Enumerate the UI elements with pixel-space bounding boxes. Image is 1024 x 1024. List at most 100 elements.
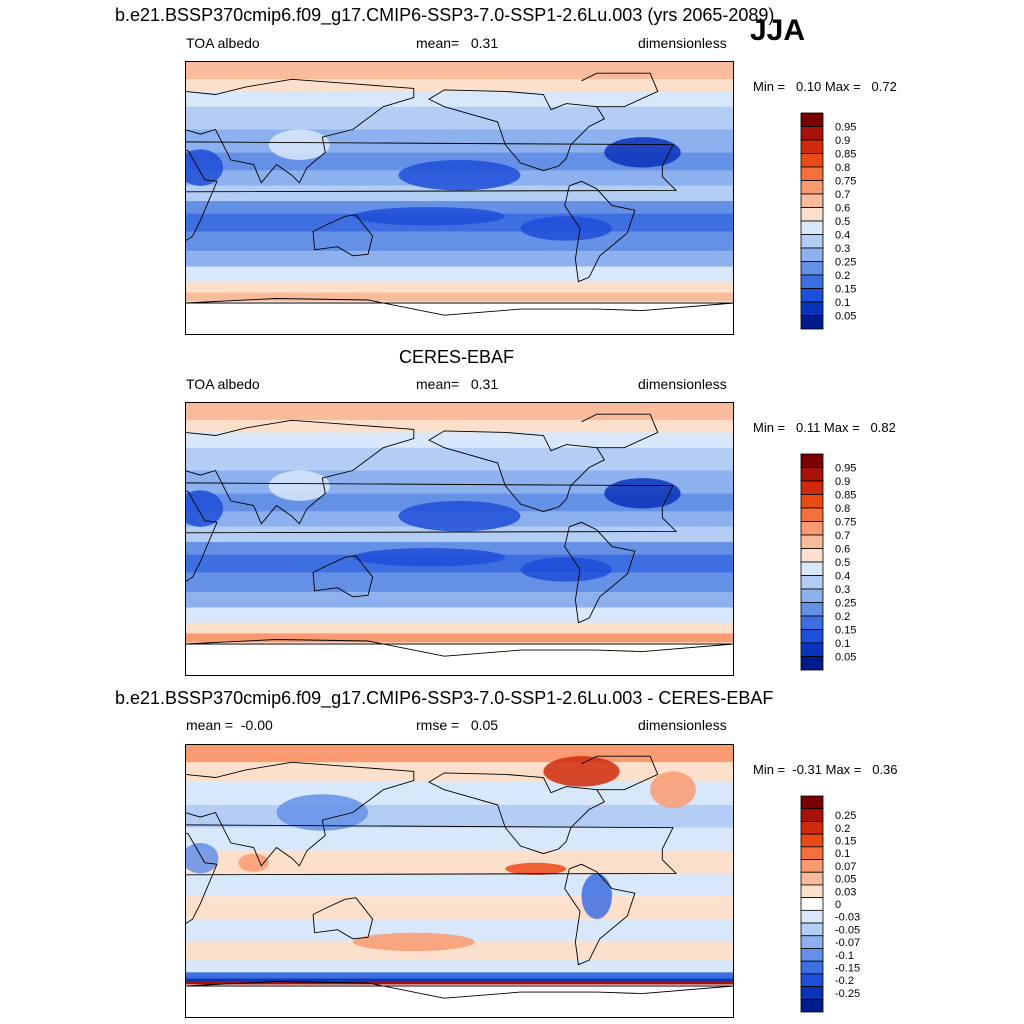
panel1-mean-label: mean= 0.31 [416, 35, 499, 51]
panel2-map [185, 402, 734, 676]
colorbar-box [800, 453, 824, 468]
panel1-units-label: dimensionless [638, 35, 727, 51]
field-blob [268, 470, 330, 501]
field-band [185, 642, 734, 676]
colorbar-tick-label: 0.15 [835, 284, 856, 296]
panel3-rmse-label: rmse = 0.05 [416, 717, 499, 733]
field-band [185, 542, 734, 555]
coastline [312, 897, 374, 940]
field-blob [520, 557, 612, 582]
colorbar-box [800, 897, 824, 911]
panel2-minmax-label: Min = 0.11 Max = 0.82 [753, 420, 896, 435]
field-band [185, 972, 734, 979]
coastline [185, 761, 415, 867]
field-band [185, 941, 734, 961]
field-band [185, 281, 734, 293]
field-blob [352, 207, 506, 226]
coastline [185, 482, 678, 583]
colorbar-box [800, 166, 824, 181]
field-band [185, 592, 734, 608]
colorbar-tick-label: 0.7 [835, 189, 850, 201]
colorbar-box [800, 180, 824, 195]
field-band [185, 61, 734, 80]
panel2-title: CERES-EBAF [399, 347, 515, 367]
colorbar-tick-label: 0.05 [835, 652, 856, 664]
colorbar-tick-label: 0.75 [835, 176, 856, 188]
panel2-colorbar: 0.950.9 0.850.8 0.750.7 0.60.5 0.40.3 0.250.2… [800, 453, 856, 671]
colorbar-box [800, 615, 824, 630]
coastline [581, 413, 659, 449]
field-band [185, 292, 734, 302]
colorbar-tick-label: 0.15 [835, 835, 856, 847]
field-band [185, 447, 734, 471]
colorbar-box [800, 960, 824, 975]
colorbar-tick-label: 0.8 [835, 162, 850, 174]
panel1-colorbar: 0.950.9 0.850.8 0.750.7 0.60.5 0.40.3 0.250.2… [800, 112, 856, 330]
field-band [185, 402, 734, 421]
colorbar-tick-label: 0.7 [835, 530, 850, 542]
colorbar-tick-label: -0.15 [835, 963, 860, 975]
field-band [185, 432, 734, 448]
colorbar-box [800, 821, 824, 835]
field-blob [185, 149, 224, 186]
panel1-variable-label: TOA albedo [186, 35, 260, 51]
field-band [185, 607, 734, 623]
field-blob [650, 771, 696, 808]
colorbar-box [800, 301, 824, 316]
colorbar-box [800, 288, 824, 303]
field-blob [520, 216, 612, 241]
colorbar-tick-label: 0.1 [835, 297, 850, 309]
panel1-minmax-label: Min = 0.10 Max = 0.72 [753, 79, 897, 94]
field-blob [398, 500, 521, 532]
map-frame [185, 744, 734, 1018]
colorbar-box [800, 859, 824, 873]
colorbar-box [800, 494, 824, 509]
colorbar-tick-label: 0.25 [835, 598, 856, 610]
colorbar-tick-label: 0.85 [835, 490, 856, 502]
panel2-units-label: dimensionless [638, 376, 727, 392]
field-band [185, 984, 734, 1018]
field-blob [276, 794, 368, 831]
colorbar-box [800, 234, 824, 249]
field-band [185, 301, 734, 335]
colorbar-box [800, 480, 824, 495]
field-band [185, 873, 734, 897]
field-blob [352, 932, 475, 952]
field-band [185, 526, 734, 543]
colorbar-box [800, 642, 824, 657]
field-band [185, 185, 734, 202]
panel3-units-label: dimensionless [638, 717, 727, 733]
colorbar-box [800, 629, 824, 644]
colorbar-tick-label: 0.4 [835, 571, 850, 583]
coastline [185, 141, 678, 242]
field-band [185, 896, 734, 920]
map-frame [185, 402, 734, 676]
field-blob [185, 490, 224, 527]
field-blob [581, 873, 612, 920]
colorbar-box [800, 548, 824, 563]
field-blob [268, 129, 330, 160]
field-band [185, 79, 734, 92]
field-blob [505, 862, 567, 875]
field-blob [238, 853, 269, 872]
field-band [185, 919, 734, 942]
panel3-map [185, 744, 734, 1018]
colorbar-box [800, 846, 824, 860]
field-blob [543, 756, 620, 787]
panel3-title: b.e21.BSSP370cmip6.f09_g17.CMIP6-SSP3-7.… [115, 688, 774, 708]
colorbar-box [800, 139, 824, 154]
field-band [185, 978, 734, 982]
colorbar-box [800, 126, 824, 141]
colorbar-box [800, 922, 824, 937]
colorbar-tick-label: 0.15 [835, 625, 856, 637]
coastline [185, 419, 415, 525]
field-band [185, 266, 734, 282]
colorbar-tick-label: -0.03 [835, 912, 860, 924]
panel1-map [185, 61, 734, 335]
colorbar-tick-label: 0.25 [835, 810, 856, 822]
field-band [185, 91, 734, 107]
colorbar-tick-label: 0.3 [835, 584, 850, 596]
colorbar-tick-label: 0.2 [835, 611, 850, 623]
colorbar-tick-label: -0.1 [835, 950, 854, 962]
colorbar-tick-label: 0.95 [835, 122, 856, 134]
